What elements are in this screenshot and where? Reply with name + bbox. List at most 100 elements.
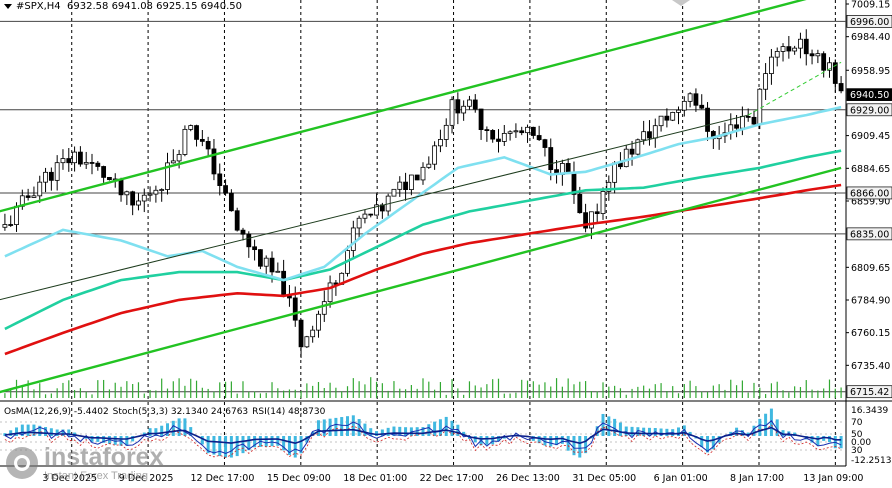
osma-bar <box>647 427 651 437</box>
osma-bar <box>560 436 564 444</box>
candle-body <box>530 126 536 136</box>
candle-body <box>589 211 594 229</box>
osma-bar <box>177 418 181 437</box>
osma-bar <box>421 427 425 437</box>
candle-body <box>95 162 101 167</box>
osma-bar <box>26 424 30 437</box>
candle-body <box>77 151 83 165</box>
osma-bar <box>775 419 779 437</box>
candle-body <box>519 130 525 134</box>
channel-upper-line <box>0 0 807 213</box>
ma-slow-line <box>4 183 842 356</box>
osma-bar <box>618 422 622 437</box>
candle-body <box>2 224 8 228</box>
price-tick-label: 6884.65 <box>851 164 890 175</box>
osma-bar <box>247 436 251 451</box>
candle-body <box>507 131 513 134</box>
time-label: 6 Jan 01:00 <box>654 473 708 484</box>
price-label-box <box>846 186 892 200</box>
candle-body <box>136 200 141 206</box>
candle-body <box>89 162 95 164</box>
price-tick-label: 6909.45 <box>851 131 890 142</box>
candle-body <box>228 192 234 212</box>
candle-body <box>490 130 496 140</box>
osma-bar <box>154 428 158 437</box>
triangle-down-icon[interactable] <box>4 3 12 9</box>
osma-label: OsMA(12,26,9) -5.4402 <box>4 407 109 417</box>
osma-bar <box>706 436 710 453</box>
brand-logo: instaforex Instant Forex Trading <box>6 444 163 482</box>
osma-bar <box>415 427 419 437</box>
osma-bar <box>496 436 500 442</box>
candle-body <box>124 191 130 196</box>
osma-bar <box>456 424 460 437</box>
price-label-box <box>846 88 892 101</box>
trend-channel <box>0 0 842 394</box>
candle-body <box>577 193 583 214</box>
candle-body <box>815 53 821 57</box>
candle-body <box>792 47 798 52</box>
candle-body <box>263 257 269 267</box>
candle-body <box>612 162 618 183</box>
candle-body <box>66 158 72 164</box>
median-line <box>0 114 749 301</box>
candle-body <box>687 93 693 102</box>
osma-bar <box>316 420 320 437</box>
osma-bar <box>293 436 297 458</box>
candle-body <box>832 62 838 84</box>
osma-bar <box>212 436 216 455</box>
candle-body <box>48 171 54 181</box>
symbol-header: #SPX,H4 6932.58 6941.08 6925.15 6940.50 <box>4 1 242 13</box>
osma-bar <box>38 425 42 437</box>
candle-body <box>107 177 112 181</box>
candle-body <box>536 135 542 141</box>
time-label: 26 Dec 13:00 <box>496 473 560 484</box>
osma-bar <box>206 436 210 454</box>
candle-body <box>548 147 554 171</box>
candle-body <box>594 211 600 214</box>
candle-body <box>809 53 815 57</box>
stoch-label: Stoch(5,3,3) 32.1340 24.6763 <box>112 407 249 417</box>
candle-body <box>60 158 66 164</box>
osma-bar <box>357 419 361 437</box>
osma-bar <box>299 436 303 454</box>
candle-body <box>420 166 426 181</box>
candle-body <box>182 128 188 155</box>
price-label-box <box>846 385 892 399</box>
candle-body <box>408 174 414 191</box>
candle-body <box>769 56 774 75</box>
candle-body <box>629 148 635 155</box>
candle-body <box>159 189 165 191</box>
price-tick-label: 6809.65 <box>851 263 890 274</box>
candle-body <box>803 38 809 55</box>
time-label: 3 Dec 2025 <box>42 473 97 484</box>
osma-bar <box>659 428 663 437</box>
price-tick-label: 6760.15 <box>851 328 890 339</box>
time-label: 13 Jan 09:00 <box>803 473 863 484</box>
osma-bar <box>636 427 640 437</box>
osma-bar <box>328 418 332 437</box>
indicator-axis-label: 70 <box>851 418 863 428</box>
osma-bar <box>61 429 65 437</box>
candle-body <box>141 194 147 202</box>
candle-body <box>298 319 304 348</box>
candle-body <box>786 46 792 52</box>
candle-body <box>664 115 670 121</box>
candle-body <box>414 174 420 181</box>
osma-bar <box>15 427 19 437</box>
osma-bar <box>183 418 187 437</box>
candle-body <box>374 204 379 216</box>
osma-bar <box>253 436 257 448</box>
median-extension-line <box>747 61 842 116</box>
candle-body <box>25 195 31 198</box>
candle-body <box>426 163 432 168</box>
price-tick-label: 6984.40 <box>851 32 890 43</box>
candle-body <box>170 160 176 164</box>
osma-bar <box>67 429 71 437</box>
osma-bar <box>769 408 773 437</box>
candle-body <box>496 138 501 142</box>
candle-body <box>745 115 751 118</box>
osma-bar <box>287 436 291 455</box>
ma-mid-line <box>4 149 842 331</box>
candle-body <box>838 83 844 92</box>
